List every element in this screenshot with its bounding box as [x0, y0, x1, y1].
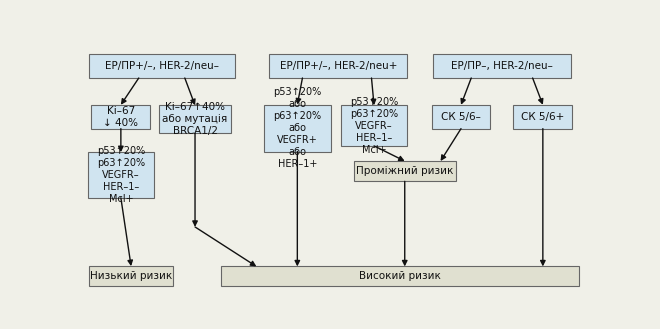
FancyBboxPatch shape: [92, 105, 150, 129]
Text: Ki–67
↓ 40%: Ki–67 ↓ 40%: [104, 106, 139, 128]
Text: p53↑20%
p63↑20%
VEGFR–
HER–1–
Mcl+: p53↑20% p63↑20% VEGFR– HER–1– Mcl+: [97, 146, 145, 204]
Text: p53↑20%
або
p63↑20%
або
VEGFR+
або
HER–1+: p53↑20% або p63↑20% або VEGFR+ або HER–1…: [273, 87, 321, 169]
Text: ЕР/ПР+/–, HER-2/neu–: ЕР/ПР+/–, HER-2/neu–: [105, 61, 218, 71]
Text: Низький ризик: Низький ризик: [90, 271, 172, 281]
Text: p53↑20%
p63↑20%
VEGFR–
HER–1–
Mcl+: p53↑20% p63↑20% VEGFR– HER–1– Mcl+: [350, 97, 398, 155]
Text: Високий ризик: Високий ризик: [358, 271, 441, 281]
FancyBboxPatch shape: [220, 266, 579, 287]
Text: Проміжний ризик: Проміжний ризик: [356, 166, 453, 176]
FancyBboxPatch shape: [269, 54, 407, 78]
Text: СК 5/6–: СК 5/6–: [441, 112, 481, 122]
FancyBboxPatch shape: [354, 161, 456, 181]
FancyBboxPatch shape: [89, 266, 174, 287]
Text: Ki–67↑40%
або мутація
BRCA1/2: Ki–67↑40% або мутація BRCA1/2: [162, 102, 228, 136]
Text: СК 5/6+: СК 5/6+: [521, 112, 564, 122]
FancyBboxPatch shape: [89, 54, 235, 78]
FancyBboxPatch shape: [264, 105, 331, 152]
FancyBboxPatch shape: [513, 105, 572, 129]
FancyBboxPatch shape: [159, 105, 231, 133]
FancyBboxPatch shape: [341, 105, 407, 146]
FancyBboxPatch shape: [88, 152, 154, 198]
Text: ЕР/ПР–, HER-2/neu–: ЕР/ПР–, HER-2/neu–: [451, 61, 553, 71]
Text: ЕР/ПР+/–, HER-2/neu+: ЕР/ПР+/–, HER-2/neu+: [280, 61, 397, 71]
FancyBboxPatch shape: [433, 54, 571, 78]
FancyBboxPatch shape: [432, 105, 490, 129]
